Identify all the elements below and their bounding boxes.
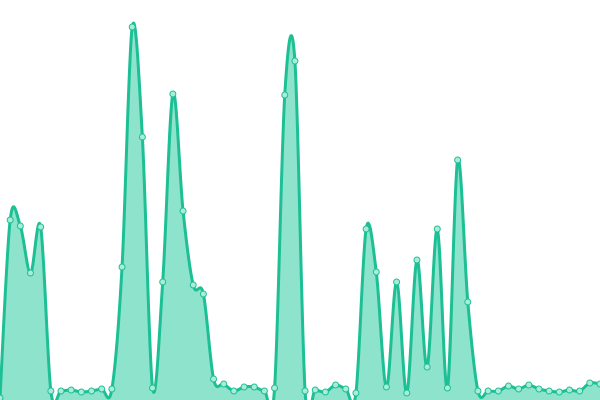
data-point bbox=[67, 386, 75, 394]
data-point bbox=[525, 381, 533, 389]
data-point bbox=[332, 381, 340, 389]
data-point bbox=[179, 207, 187, 215]
data-point bbox=[474, 387, 482, 395]
data-point bbox=[0, 394, 4, 400]
data-point bbox=[37, 223, 45, 231]
data-point bbox=[393, 278, 401, 286]
data-point bbox=[6, 216, 14, 224]
data-point bbox=[230, 387, 238, 395]
data-point bbox=[291, 57, 299, 65]
data-point bbox=[555, 388, 563, 396]
data-point bbox=[311, 386, 319, 394]
data-point bbox=[159, 278, 167, 286]
data-point bbox=[321, 388, 329, 396]
data-point bbox=[362, 225, 370, 233]
data-point bbox=[118, 263, 126, 271]
data-point bbox=[77, 388, 85, 396]
data-point bbox=[576, 387, 584, 395]
data-point bbox=[403, 389, 411, 397]
data-point bbox=[88, 387, 96, 395]
data-point bbox=[484, 387, 492, 395]
data-point bbox=[454, 156, 462, 164]
data-point bbox=[189, 281, 197, 289]
data-point bbox=[138, 133, 146, 141]
data-point bbox=[240, 383, 248, 391]
data-point bbox=[301, 387, 309, 395]
data-point bbox=[596, 380, 600, 388]
data-point bbox=[372, 268, 380, 276]
data-point bbox=[382, 383, 390, 391]
data-point bbox=[16, 222, 24, 230]
data-point bbox=[342, 385, 350, 393]
data-point bbox=[250, 383, 258, 391]
data-point bbox=[352, 389, 360, 397]
data-point bbox=[423, 363, 431, 371]
data-point bbox=[98, 385, 106, 393]
data-point bbox=[271, 384, 279, 392]
data-point bbox=[210, 375, 218, 383]
data-point bbox=[149, 384, 157, 392]
data-point bbox=[169, 90, 177, 98]
data-point bbox=[220, 380, 228, 388]
data-point bbox=[586, 379, 594, 387]
data-point bbox=[535, 385, 543, 393]
data-point bbox=[108, 385, 116, 393]
data-point bbox=[128, 23, 136, 31]
data-point bbox=[515, 385, 523, 393]
data-point bbox=[545, 387, 553, 395]
data-point bbox=[57, 387, 65, 395]
data-point bbox=[27, 269, 35, 277]
data-point bbox=[260, 387, 268, 395]
data-point bbox=[199, 290, 207, 298]
data-point bbox=[433, 225, 441, 233]
data-point bbox=[281, 91, 289, 99]
data-point bbox=[504, 382, 512, 390]
data-point bbox=[565, 386, 573, 394]
area-fill bbox=[0, 23, 600, 400]
data-point bbox=[413, 256, 421, 264]
data-point bbox=[47, 387, 55, 395]
data-point bbox=[494, 387, 502, 395]
data-point bbox=[464, 298, 472, 306]
data-point bbox=[443, 384, 451, 392]
